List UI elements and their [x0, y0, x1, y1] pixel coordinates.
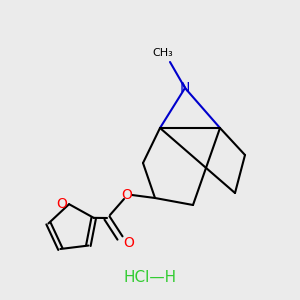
Text: HCl—H: HCl—H	[123, 271, 177, 286]
Text: O: O	[124, 236, 134, 250]
Text: N: N	[180, 81, 190, 95]
Text: O: O	[57, 197, 68, 211]
Text: CH₃: CH₃	[153, 48, 173, 58]
Text: O: O	[122, 188, 132, 202]
